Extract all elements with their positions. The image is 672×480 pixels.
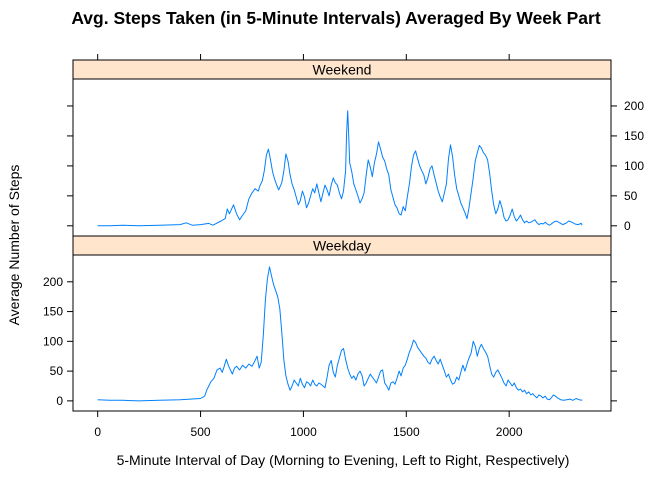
series-line: [97, 266, 583, 402]
y-tick-label: 150: [624, 129, 644, 143]
panel-border: [72, 78, 612, 237]
y-axis-title: Average Number of Steps: [6, 165, 22, 326]
y-tick-label: 50: [624, 189, 638, 203]
panel-strip-label: Weekend: [313, 62, 372, 78]
y-tick-label: 200: [43, 275, 63, 289]
series-line: [97, 110, 583, 227]
y-tick-label: 0: [624, 219, 631, 233]
y-tick-label: 100: [624, 159, 644, 173]
y-tick-label: 100: [43, 334, 63, 348]
panel-strip-label: Weekday: [313, 238, 371, 254]
x-axis-title: 5-Minute Interval of Day (Morning to Eve…: [117, 452, 570, 468]
chart-title: Avg. Steps Taken (in 5-Minute Intervals)…: [71, 8, 601, 28]
y-tick-label: 200: [624, 99, 644, 113]
y-tick-label: 150: [43, 305, 63, 319]
x-tick-label: 0: [94, 425, 101, 439]
panel-weekend: Weekend 0 50 100 150 200: [67, 54, 644, 237]
x-tick-label: 1500: [393, 425, 420, 439]
panel-border: [72, 254, 612, 412]
x-tick-label: 500: [191, 425, 211, 439]
x-tick-label: 1000: [290, 425, 317, 439]
x-tick-label: 2000: [496, 425, 523, 439]
y-tick-label: 50: [50, 364, 64, 378]
y-tick-label: 0: [56, 394, 63, 408]
